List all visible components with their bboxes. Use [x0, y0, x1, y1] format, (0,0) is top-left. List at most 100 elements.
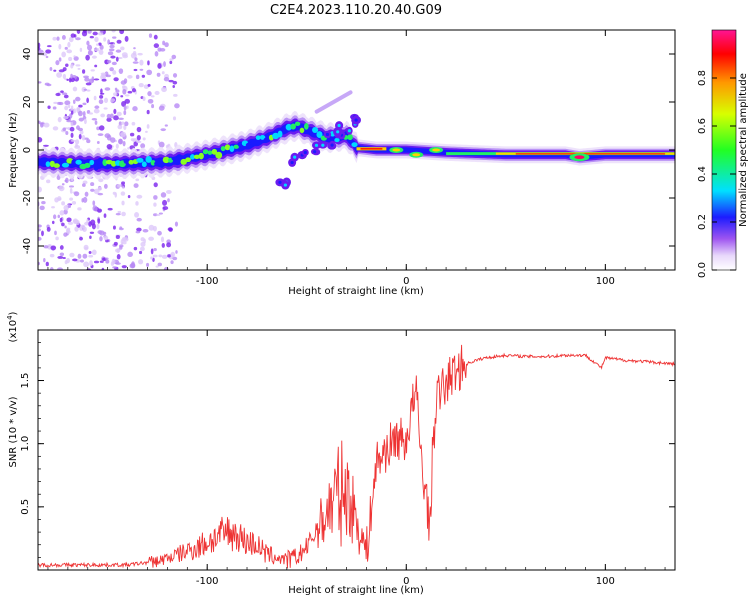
spectrogram-noise-dot [81, 134, 86, 141]
spectrogram-ridge-blob [84, 162, 91, 168]
spectrogram-noise-dot [101, 78, 107, 82]
spectrogram-branch-core [337, 123, 341, 128]
spectrogram-ridge-blob [136, 157, 144, 163]
snr-series-line [38, 344, 675, 569]
spectrogram-noise-dot [86, 40, 90, 46]
spectrogram-noise-dot [127, 75, 133, 79]
spectrogram-noise-dot [73, 55, 76, 58]
spectrogram-noise-dot [41, 230, 44, 237]
spectrogram-ridge-blob [250, 140, 258, 146]
spectrogram-noise-dot [38, 186, 43, 193]
spectrogram-noise-dot [38, 137, 43, 143]
spectrogram-ridge-blob [207, 150, 213, 155]
spectrogram-noise-dot [57, 256, 64, 259]
spectrogram-noise-dot [112, 191, 116, 195]
spectrogram-noise-dot [117, 184, 121, 188]
spectrogram-noise-dot [139, 250, 143, 255]
spectrogram-ridge-blob [255, 135, 261, 140]
spectrogram-noise-dot [77, 110, 83, 117]
spectrogram-noise-dot [77, 207, 82, 211]
spectrogram-noise-dot [99, 30, 104, 33]
spectrogram-noise-dot [138, 259, 144, 265]
spectrogram-noise-dot [162, 199, 168, 206]
spectrogram-noise-dot [73, 191, 80, 197]
spectrogram-noise-dot [55, 60, 60, 66]
spectrogram-branch-core [347, 129, 351, 133]
spectrogram-noise-dot [140, 241, 146, 247]
spectrogram-y-tick-label: 20 [22, 96, 33, 109]
spectrogram-noise-dot [118, 138, 123, 145]
spectrogram-noise-dot [115, 49, 122, 53]
spectrogram-noise-dot [49, 67, 53, 71]
spectrogram-noise-dot [112, 36, 117, 39]
spectrogram-noise-dot [91, 249, 97, 256]
spectrogram-noise-dot [90, 188, 95, 192]
spectrogram-ridge-blob [334, 137, 340, 143]
spectrogram-noise-dot [142, 229, 149, 233]
spectrogram-noise-dot [142, 137, 146, 141]
spectrogram-noise-dot [47, 105, 51, 109]
spectrogram-ridge-blob [53, 163, 60, 168]
spectrogram-noise-dot [132, 61, 139, 64]
spectrogram-noise-dot [135, 201, 139, 206]
spectrogram-noise-dot [58, 185, 65, 192]
spectrogram-noise-dot [116, 111, 122, 117]
spectrogram-noise-dot [93, 78, 100, 81]
spectrogram-noise-dot [60, 90, 64, 93]
snr-x-tick-label: 100 [596, 576, 615, 587]
spectrogram-noise-dot [162, 206, 169, 211]
spectrogram-noise-dot [167, 198, 170, 203]
colorbar: 0.0 0.2 0.4 0.6 0.8 Normalized spectral ampl… [697, 29, 749, 278]
spectrogram-ridge-blob [110, 160, 117, 167]
spectrogram-noise-dot [171, 54, 177, 60]
spectrogram-noise-dot [129, 132, 135, 137]
spectrogram-core-blob-hot [392, 148, 401, 152]
spectrogram-ridge-blob [159, 161, 165, 168]
spectrogram-ridge-blob [198, 152, 204, 160]
spectrogram-noise-dot [86, 139, 91, 144]
spectrogram-noise-dot [77, 253, 82, 259]
spectrogram-ridge-blob [215, 151, 223, 159]
spectrogram-noise-dot [58, 57, 62, 62]
spectrogram-noise-dot [88, 112, 94, 115]
spectrogram-noise-dot [120, 239, 124, 245]
spectrogram-hot-spot-peak [574, 155, 585, 159]
spectrogram-noise-dot [66, 257, 71, 264]
spectrogram-noise-dot [103, 107, 108, 110]
spectrogram-noise-dot [46, 179, 51, 184]
spectrogram-noise-dot [120, 95, 124, 98]
spectrogram-noise-dot [160, 128, 167, 132]
spectrogram-axes: -100 0 100 -40 -20 0 20 40 [22, 30, 675, 287]
spectrogram-branch-core [330, 143, 334, 147]
spectrogram-noise-dot [56, 174, 61, 181]
spectrogram-noise-dot [100, 88, 103, 94]
spectrogram-noise-dot [153, 247, 157, 252]
spectrogram-noise-dot [109, 44, 115, 49]
spectrogram-noise-dot [72, 218, 79, 225]
spectrogram-noise-dot [38, 81, 42, 84]
spectrogram-noise-dot [51, 220, 55, 225]
spectrogram-noise-dot [94, 105, 100, 109]
spectrogram-noise-dot [138, 83, 144, 88]
spectrogram-noise-dot [103, 183, 108, 189]
spectrogram-noise-dot [88, 221, 92, 227]
spectrogram-noise-dot [127, 147, 131, 150]
spectrogram-noise-dot [119, 246, 123, 250]
snr-axes: -100 0 100 0.5 1.0 1.5 [20, 330, 675, 587]
spectrogram-ridge-blob [312, 127, 319, 134]
spectrogram-noise-dot [85, 54, 90, 61]
spectrogram-noise-dot [68, 185, 75, 188]
spectrogram-panel: -100 0 100 -40 -20 0 20 40 Height of straight l… [8, 29, 676, 297]
spectrogram-noise-dot [64, 105, 69, 111]
spectrogram-noise-dot [107, 39, 111, 45]
spectrogram-noise-dot [84, 77, 90, 82]
spectrogram-noise-dot [123, 110, 127, 116]
spectrogram-ridge-blob [351, 142, 358, 148]
spectrogram-noise-dot [38, 228, 41, 232]
spectrogram-noise-dot [82, 253, 88, 259]
colorbar-gradient [711, 29, 737, 271]
colorbar-tick-label: 0.2 [697, 214, 708, 230]
spectrogram-noise-dot [86, 97, 89, 104]
spectrogram-core-blob-hot [412, 153, 421, 157]
spectrogram-noise-dot [106, 60, 112, 64]
